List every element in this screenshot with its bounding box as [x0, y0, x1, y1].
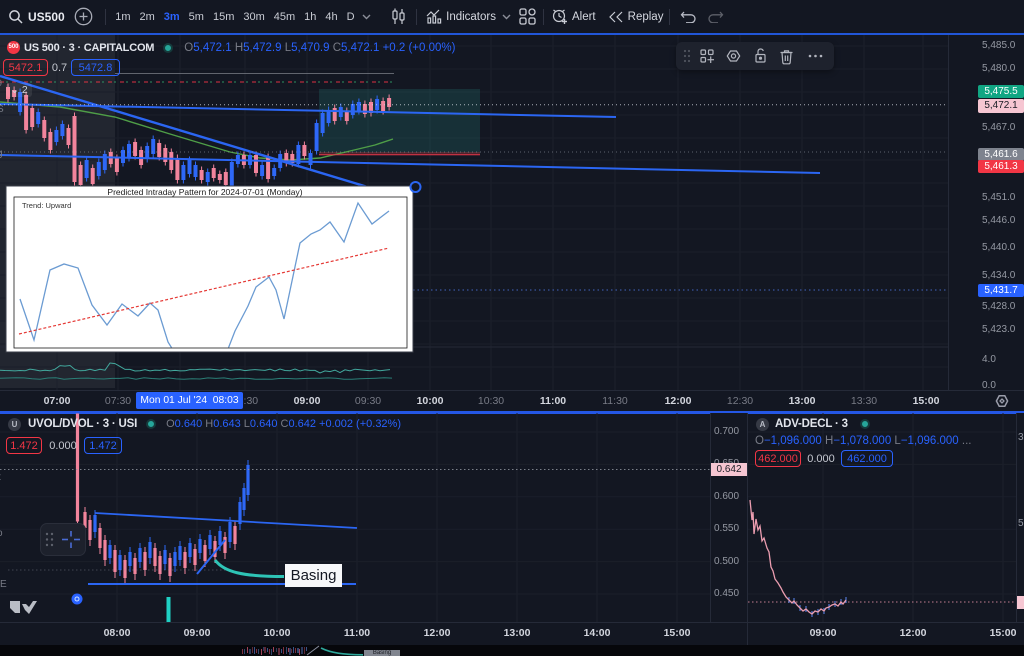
- svg-text:t: t: [0, 472, 1, 483]
- svg-text:S: S: [0, 104, 4, 115]
- svg-text:9: 9: [0, 78, 2, 88]
- svg-text:g: g: [0, 148, 3, 159]
- svg-text:o: o: [0, 528, 3, 539]
- svg-text:Trend: Upward: Trend: Upward: [22, 201, 71, 210]
- svg-text:E: E: [0, 579, 7, 590]
- svg-text:Predicted Intraday Pattern for: Predicted Intraday Pattern for 2024-07-0…: [107, 187, 302, 197]
